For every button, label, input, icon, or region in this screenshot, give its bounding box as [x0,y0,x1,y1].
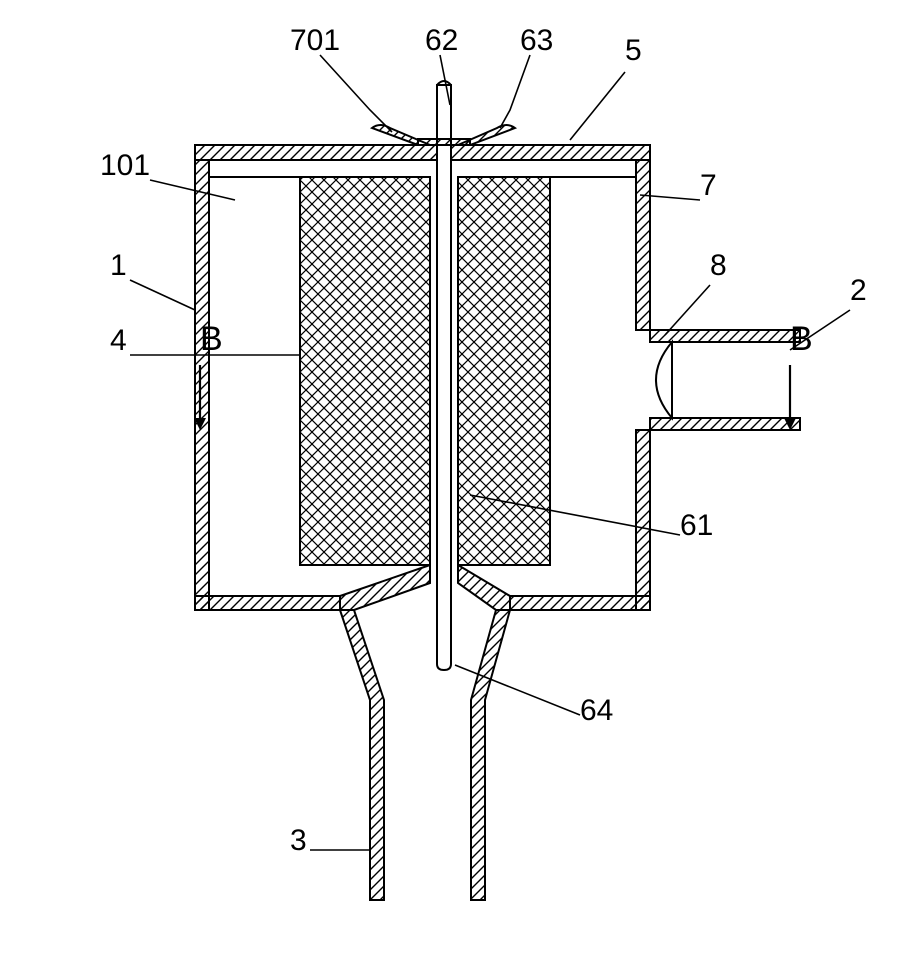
drawing-group [194,81,800,900]
label-8: 8 [710,249,727,282]
label-B_left: B [200,320,223,358]
label-1: 1 [110,249,127,282]
diagram-canvas: 1 2 3 4 5 7 8 61 62 63 64 101 701 B B [0,0,918,974]
label-4: 4 [110,324,127,357]
technical-drawing-svg: 1 2 3 4 5 7 8 61 62 63 64 101 701 B B [0,0,918,974]
label-64: 64 [580,694,613,727]
label-61: 61 [680,509,713,542]
label-B_right: B [790,320,813,358]
label-62: 62 [425,24,458,57]
label-2: 2 [850,274,867,307]
label-7: 7 [700,169,717,202]
label-3: 3 [290,824,307,857]
label-701: 701 [290,24,340,57]
label-5: 5 [625,34,642,67]
label-101: 101 [100,149,150,182]
label-63: 63 [520,24,553,57]
